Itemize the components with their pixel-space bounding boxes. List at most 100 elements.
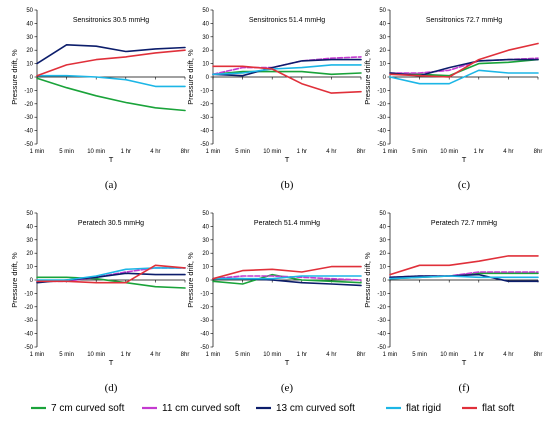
y-tick-label: -40 (24, 332, 33, 338)
series-line-13-cm-curved-soft (36, 43, 186, 65)
series-line-flat-soft (212, 65, 362, 94)
x-tick-label: 5 min (235, 352, 250, 358)
x-tick-label: 1 hr (474, 149, 484, 155)
y-tick-label: 50 (202, 8, 209, 14)
panel-f: -50 -40 -30 -20 -10 0 10 20 30 40 50 1 min 5 min 10 m… (363, 211, 542, 394)
series-line-11-cm-curved-soft (389, 57, 539, 74)
panel-c: -50 -40 -30 -20 -10 0 10 20 30 40 50 1 min 5 min 10 m… (363, 8, 542, 191)
y-tick-label: -50 (24, 142, 33, 148)
y-tick-label: 30 (379, 238, 386, 244)
y-tick-label: 0 (30, 75, 34, 81)
y-tick-label: -30 (200, 115, 209, 121)
y-tick-label: 50 (26, 8, 33, 14)
x-tick-label: 4 hr (503, 149, 513, 155)
y-tick-label: -30 (200, 318, 209, 324)
y-tick-label: 0 (206, 75, 210, 81)
y-tick-label: -50 (377, 345, 386, 351)
y-tick-label: -30 (24, 318, 33, 324)
y-tick-label: -30 (377, 318, 386, 324)
y-tick-label: 30 (26, 35, 33, 41)
y-tick-label: -40 (200, 129, 209, 135)
y-axis-label: Pressure drift, % (10, 252, 19, 308)
x-tick-label: 1 min (206, 149, 221, 155)
x-tick-label: 10 min (87, 352, 105, 358)
panel-title: Sensitronics 51.4 mmHg (249, 17, 325, 24)
series-line-flat-rigid (36, 74, 186, 88)
y-tick-label: -10 (200, 88, 209, 94)
y-tick-label: -40 (377, 332, 386, 338)
series-line-13-cm-curved-soft (389, 273, 539, 283)
x-tick-label: 5 min (235, 149, 250, 155)
series-line-flat-soft (389, 42, 539, 78)
x-axis-label: T (462, 155, 467, 164)
y-axis-label: Pressure drift, % (10, 49, 19, 105)
series-line-7-cm-curved-soft (36, 77, 186, 112)
y-tick-label: -10 (24, 291, 33, 297)
y-tick-label: 0 (206, 278, 210, 284)
x-axis-label: T (109, 358, 114, 367)
series-line-flat-soft (36, 49, 186, 77)
x-tick-label: 8hr (357, 352, 366, 358)
x-tick-label: 1 min (383, 149, 398, 155)
x-tick-label: 1 hr (121, 352, 131, 358)
x-tick-label: 10 min (440, 149, 458, 155)
panel-b: -50 -40 -30 -20 -10 0 10 20 30 40 50 1 min 5 min 10 m… (186, 8, 365, 191)
panel-label: (f) (459, 382, 470, 394)
panel-d: -50 -40 -30 -20 -10 0 10 20 30 40 50 1 min 5 min 10 m… (10, 211, 189, 394)
y-tick-label: 20 (202, 48, 209, 54)
series-line-flat-soft (212, 265, 362, 280)
x-tick-label: 8hr (181, 352, 190, 358)
y-tick-label: -10 (24, 88, 33, 94)
y-tick-label: -10 (200, 291, 209, 297)
x-tick-label: 5 min (412, 352, 427, 358)
x-tick-label: 10 min (263, 149, 281, 155)
x-axis-label: T (285, 358, 290, 367)
y-tick-label: 50 (379, 211, 386, 217)
x-tick-label: 8hr (534, 352, 543, 358)
panel-label: (c) (458, 179, 471, 191)
legend-entry-label: flat rigid (406, 403, 441, 414)
y-tick-label: 40 (202, 21, 209, 27)
y-tick-label: 10 (379, 265, 386, 271)
y-tick-label: 10 (202, 265, 209, 271)
y-axis-label: Pressure drift, % (363, 49, 372, 105)
legend-entry-label: flat soft (482, 403, 514, 414)
x-tick-label: 1 hr (297, 149, 307, 155)
y-tick-label: 40 (26, 224, 33, 230)
y-tick-label: 20 (379, 251, 386, 257)
y-tick-label: 50 (379, 8, 386, 14)
y-tick-label: -50 (200, 345, 209, 351)
series-line-7-cm-curved-soft (212, 70, 362, 76)
y-tick-label: 0 (30, 278, 34, 284)
y-tick-label: -20 (200, 305, 209, 311)
x-axis-label: T (462, 358, 467, 367)
x-tick-label: 4 hr (150, 149, 160, 155)
series-line-7-cm-curved-soft (36, 276, 186, 289)
y-tick-label: 30 (26, 238, 33, 244)
y-tick-label: 10 (202, 62, 209, 68)
y-tick-label: 50 (202, 211, 209, 217)
series-line-flat-soft (389, 255, 539, 276)
series-line-flat-rigid (212, 64, 362, 76)
y-tick-label: -50 (200, 142, 209, 148)
y-tick-label: -20 (377, 102, 386, 108)
legend-entry-label: 13 cm curved soft (276, 403, 355, 414)
panel-title: Peratech 51.4 mmHg (254, 220, 320, 227)
y-tick-label: 10 (26, 62, 33, 68)
y-tick-label: -50 (24, 345, 33, 351)
x-tick-label: 10 min (87, 149, 105, 155)
panel-label: (d) (105, 382, 118, 394)
y-tick-label: 50 (26, 211, 33, 217)
x-axis-label: T (285, 155, 290, 164)
y-tick-label: -10 (377, 88, 386, 94)
y-tick-label: 10 (379, 62, 386, 68)
x-tick-label: 5 min (59, 352, 74, 358)
x-tick-label: 1 min (383, 352, 398, 358)
y-tick-label: -40 (24, 129, 33, 135)
y-tick-label: 40 (202, 224, 209, 230)
y-tick-label: -20 (377, 305, 386, 311)
x-tick-label: 4 hr (150, 352, 160, 358)
y-tick-label: 30 (202, 35, 209, 41)
panel-a: -50 -40 -30 -20 -10 0 10 20 30 40 50 1 min 5 min 10 m… (10, 8, 189, 191)
series-line-flat-rigid (212, 275, 362, 280)
